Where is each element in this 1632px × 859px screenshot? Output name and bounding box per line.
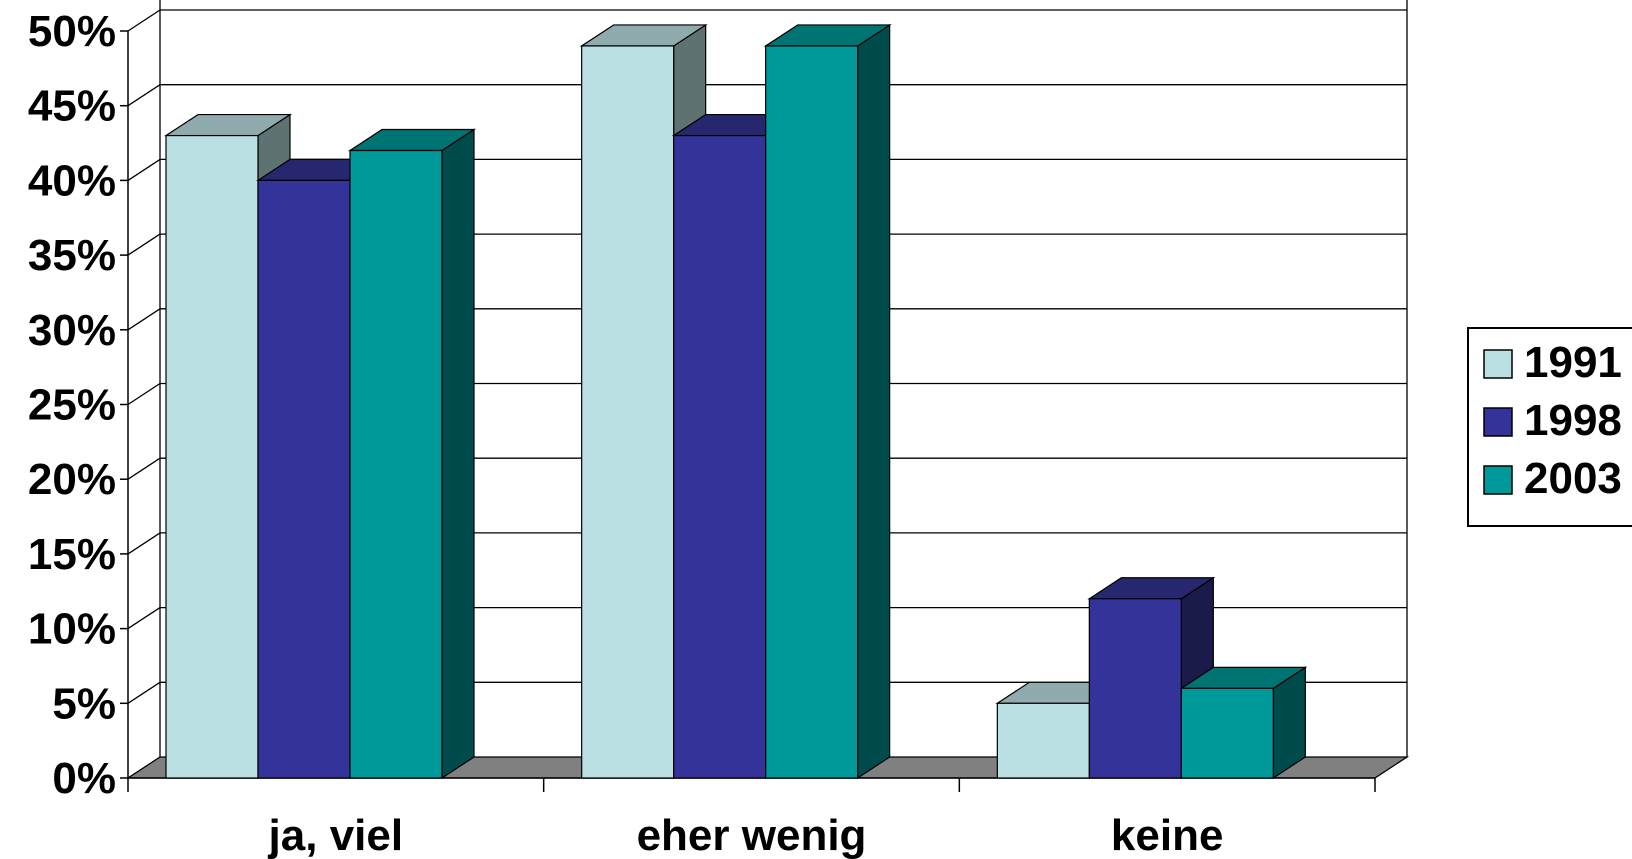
x-category-label: eher wenig (637, 811, 867, 859)
gridline-side (127, 9, 161, 32)
y-tick-labels: 0% 5% 10% 15% 20% 25% 30% 35% 40% 45% 50% (28, 7, 116, 803)
legend-item: 2003 (1483, 454, 1622, 503)
y-tick-label: 25% (28, 381, 116, 430)
legend-swatch (1483, 349, 1513, 379)
bar-front (257, 179, 351, 779)
legend-swatch (1483, 465, 1513, 495)
legend-label: 1991 (1524, 338, 1622, 387)
y-tick-label: 35% (28, 231, 116, 280)
bar (347, 128, 477, 780)
gridline-side (127, 532, 161, 555)
legend-label: 2003 (1524, 454, 1622, 503)
y-tick-label: 20% (28, 455, 116, 504)
bar-front (1088, 598, 1182, 779)
gridline-side (127, 457, 161, 480)
legend-label: 1998 (1524, 396, 1622, 445)
bar-front (996, 702, 1090, 779)
bar (1179, 666, 1308, 780)
legend-item: 1998 (1483, 396, 1622, 445)
y-tick-label: 30% (28, 306, 116, 355)
x-category-labels: ja, viel eher wenig keine (268, 811, 1224, 859)
bars (163, 23, 1308, 780)
y-tick-label: 40% (28, 156, 116, 205)
gridline-side (127, 158, 161, 181)
bar-front (673, 134, 767, 779)
bar-front (165, 134, 259, 779)
x-category-label: ja, viel (268, 811, 404, 859)
gridline-side (127, 233, 161, 256)
legend-swatch (1483, 407, 1513, 437)
bar-front (349, 149, 443, 779)
gridline-side (127, 382, 161, 406)
gridline-side (127, 607, 161, 630)
gridline-side (127, 681, 161, 704)
y-tick-label: 10% (28, 605, 116, 654)
bar-front (1180, 687, 1274, 779)
bar-front (765, 45, 859, 779)
gridline-side (127, 308, 161, 331)
y-tick-label: 45% (28, 82, 116, 131)
legend-item: 1991 (1483, 338, 1622, 387)
y-tick-label: 5% (52, 679, 116, 728)
y-tick-label: 15% (28, 530, 116, 579)
bar-side (857, 23, 891, 780)
y-tick-label: 0% (52, 754, 116, 803)
gridline-side (127, 84, 161, 107)
legend: 1991 1998 2003 (1467, 327, 1632, 527)
y-tick-label: 50% (28, 7, 116, 56)
bar (763, 23, 892, 780)
x-category-label: keine (1111, 811, 1224, 859)
bar-side (441, 128, 475, 780)
bar-front (581, 45, 675, 779)
